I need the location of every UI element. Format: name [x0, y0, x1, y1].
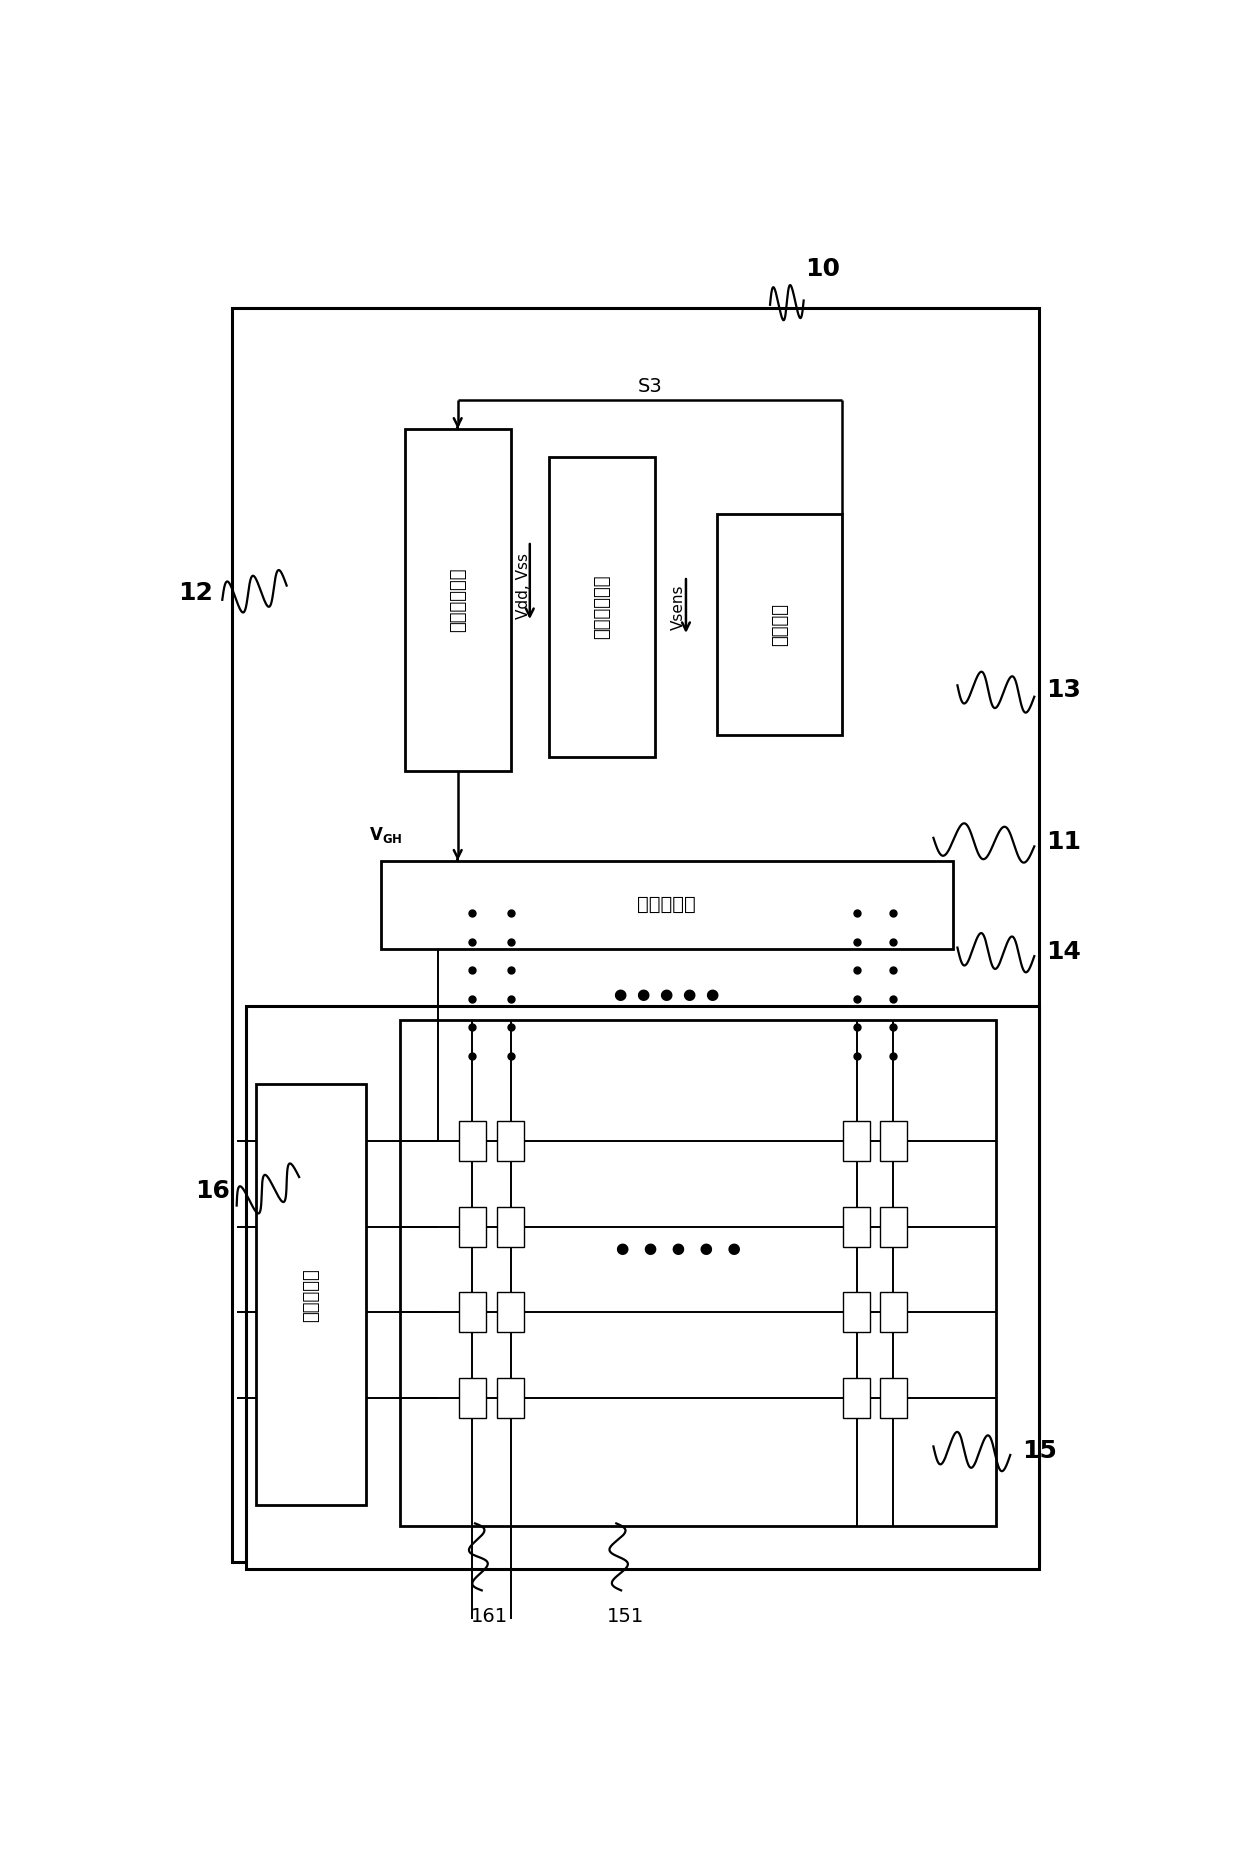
- FancyBboxPatch shape: [843, 1377, 870, 1418]
- FancyBboxPatch shape: [843, 1207, 870, 1248]
- Text: ●   ●   ●   ●   ●: ● ● ● ● ●: [616, 1240, 742, 1255]
- Text: 栅极驱动器: 栅极驱动器: [637, 896, 696, 914]
- FancyBboxPatch shape: [717, 515, 842, 735]
- FancyBboxPatch shape: [401, 1020, 996, 1527]
- FancyBboxPatch shape: [497, 1122, 525, 1161]
- FancyBboxPatch shape: [879, 1122, 906, 1161]
- Text: Vsens: Vsens: [671, 585, 686, 629]
- Text: 13: 13: [1045, 677, 1080, 702]
- FancyBboxPatch shape: [459, 1292, 486, 1333]
- FancyBboxPatch shape: [549, 457, 655, 757]
- Text: Vdd, Vss: Vdd, Vss: [516, 553, 531, 618]
- Text: 10: 10: [806, 257, 841, 281]
- FancyBboxPatch shape: [497, 1292, 525, 1333]
- FancyBboxPatch shape: [843, 1292, 870, 1333]
- Text: 电源控制单元: 电源控制单元: [449, 568, 466, 631]
- FancyBboxPatch shape: [843, 1122, 870, 1161]
- FancyBboxPatch shape: [879, 1377, 906, 1418]
- Text: 15: 15: [1022, 1438, 1056, 1462]
- Text: 11: 11: [1045, 829, 1080, 853]
- FancyBboxPatch shape: [459, 1377, 486, 1418]
- FancyBboxPatch shape: [879, 1207, 906, 1248]
- Text: S3: S3: [637, 376, 662, 396]
- Text: 14: 14: [1045, 940, 1080, 964]
- FancyBboxPatch shape: [879, 1292, 906, 1333]
- FancyBboxPatch shape: [497, 1377, 525, 1418]
- FancyBboxPatch shape: [232, 307, 1039, 1562]
- FancyBboxPatch shape: [459, 1207, 486, 1248]
- Text: 温度感测电路: 温度感测电路: [593, 574, 611, 639]
- FancyBboxPatch shape: [497, 1207, 525, 1248]
- Text: 控制单元: 控制单元: [770, 603, 789, 646]
- Text: 数据驱动器: 数据驱动器: [303, 1268, 320, 1322]
- FancyBboxPatch shape: [247, 1007, 1039, 1570]
- FancyBboxPatch shape: [459, 1122, 486, 1161]
- Text: 16: 16: [195, 1179, 231, 1203]
- FancyBboxPatch shape: [404, 429, 511, 770]
- Text: ●  ●  ●  ●  ●: ● ● ● ● ●: [614, 987, 719, 1001]
- FancyBboxPatch shape: [381, 861, 952, 950]
- Text: 161: 161: [471, 1607, 508, 1625]
- FancyBboxPatch shape: [255, 1085, 367, 1505]
- Text: 12: 12: [177, 581, 213, 605]
- Text: 151: 151: [608, 1607, 645, 1625]
- Text: $\mathbf{V_{GH}}$: $\mathbf{V_{GH}}$: [368, 826, 402, 846]
